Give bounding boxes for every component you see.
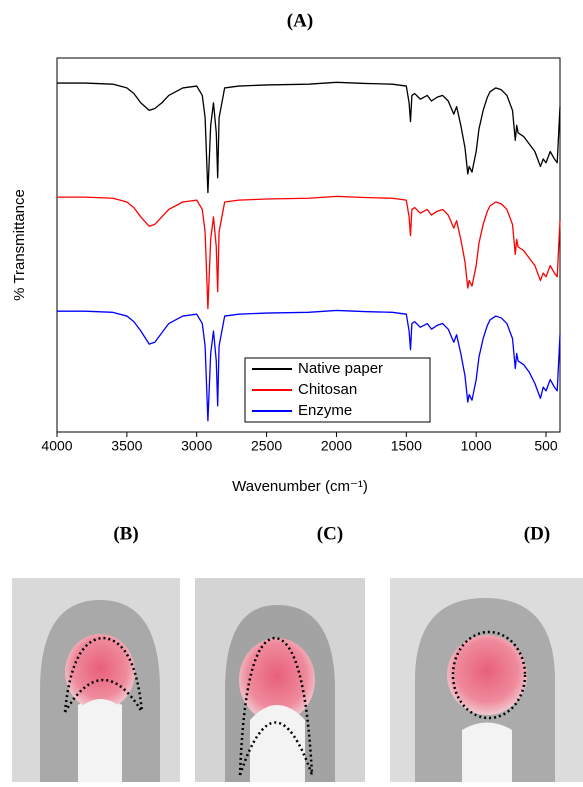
photo-b — [12, 578, 180, 782]
chart-title: (A) — [287, 10, 313, 31]
x-tick-label: 2000 — [321, 438, 352, 454]
x-tick-label: 1000 — [461, 438, 492, 454]
photo-d — [390, 578, 583, 782]
legend-label: Chitosan — [298, 381, 357, 398]
x-tick-label: 1500 — [391, 438, 422, 454]
x-axis-label: Wavenumber (cm⁻¹) — [232, 478, 368, 495]
x-tick-label: 3500 — [111, 438, 142, 454]
legend-label: Native paper — [298, 360, 383, 377]
y-axis-label: % Transmittance — [11, 189, 28, 301]
x-tick-label: 3000 — [181, 438, 212, 454]
spectrum-line — [57, 195, 561, 310]
x-tick-label: 500 — [534, 438, 558, 454]
panel-label: (C) — [317, 523, 343, 544]
panel-label: (B) — [113, 523, 138, 544]
x-tick-label: 4000 — [41, 438, 72, 454]
x-tick-label: 2500 — [251, 438, 282, 454]
photo-c — [195, 578, 365, 782]
plot-frame — [56, 57, 561, 433]
spectrum-line — [57, 309, 561, 422]
legend: Native paper Chitosan Enzyme — [244, 357, 431, 423]
panel-label: (D) — [524, 523, 550, 544]
legend-label: Enzyme — [298, 402, 352, 419]
spectrum-line — [57, 81, 561, 194]
